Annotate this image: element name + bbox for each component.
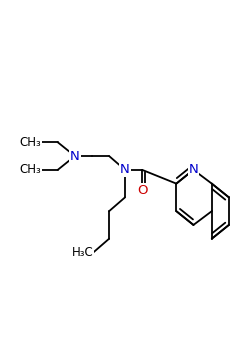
Text: H₃C: H₃C xyxy=(72,246,93,259)
Text: CH₃: CH₃ xyxy=(19,136,41,149)
Text: N: N xyxy=(70,149,80,162)
Text: N: N xyxy=(120,163,130,176)
Text: O: O xyxy=(137,184,147,197)
Text: CH₃: CH₃ xyxy=(19,163,41,176)
Text: N: N xyxy=(188,163,198,176)
